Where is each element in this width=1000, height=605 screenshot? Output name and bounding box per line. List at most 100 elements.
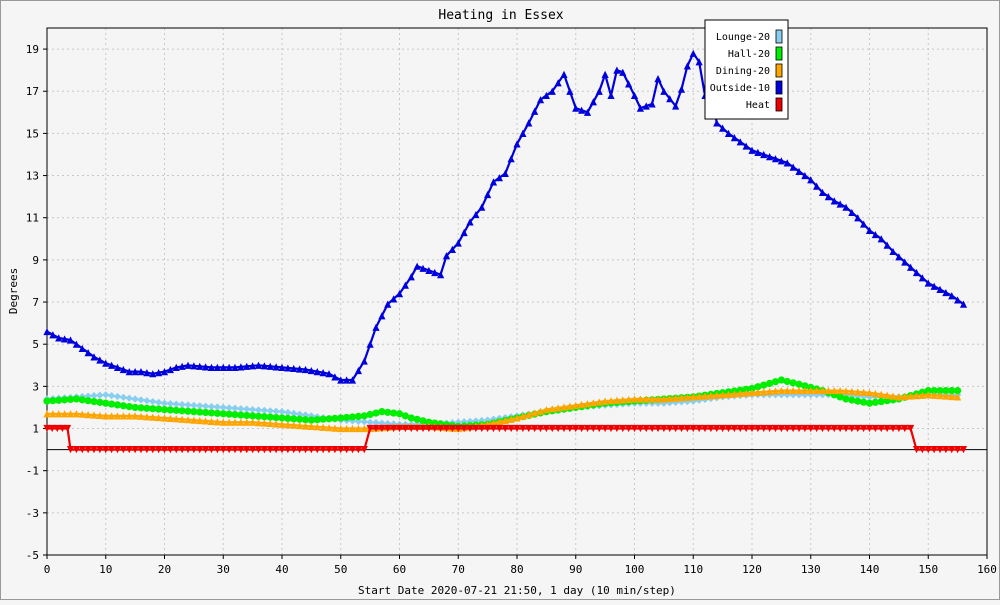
data-point-outside-10	[589, 98, 597, 106]
data-point-heat	[848, 424, 856, 433]
data-point-outside-10	[425, 266, 433, 275]
data-point-outside-10	[160, 368, 169, 376]
data-point-lounge-20	[695, 396, 703, 404]
data-point-heat	[454, 424, 462, 433]
data-point-dining-20	[554, 404, 562, 412]
data-point-lounge-20	[90, 392, 98, 400]
data-point-outside-10	[337, 376, 345, 384]
y-tick-label: -3	[26, 507, 39, 520]
data-point-lounge-20	[231, 404, 239, 412]
data-point-hall-20	[766, 379, 774, 388]
data-point-dining-20	[589, 399, 597, 407]
data-point-outside-10	[431, 268, 439, 277]
data-point-dining-20	[284, 421, 292, 429]
data-point-hall-20	[401, 412, 409, 420]
data-point-outside-10	[301, 365, 310, 374]
data-point-lounge-20	[243, 405, 251, 413]
data-point-heat	[777, 424, 785, 433]
y-tick-label: 11	[26, 212, 39, 225]
data-point-heat	[930, 446, 938, 454]
data-point-hall-20	[49, 397, 57, 405]
data-point-heat	[578, 424, 586, 433]
data-point-dining-20	[907, 392, 915, 400]
data-point-hall-20	[760, 381, 768, 389]
data-point-lounge-20	[865, 393, 874, 401]
data-point-heat	[719, 424, 727, 433]
data-point-dining-20	[348, 424, 357, 433]
data-point-heat	[231, 446, 239, 454]
y-tick-label: -5	[26, 549, 39, 562]
data-point-hall-20	[55, 396, 63, 404]
data-point-dining-20	[683, 393, 691, 401]
data-point-hall-20	[836, 393, 844, 401]
data-point-outside-10	[125, 368, 133, 376]
data-point-hall-20	[61, 396, 69, 404]
data-point-dining-20	[172, 415, 180, 423]
data-point-dining-20	[730, 390, 738, 398]
data-point-outside-10	[848, 208, 856, 217]
data-point-hall-20	[842, 395, 850, 403]
data-point-dining-20	[96, 411, 104, 420]
data-point-lounge-20	[249, 405, 257, 414]
data-point-outside-10	[155, 369, 163, 377]
data-point-outside-10	[813, 182, 821, 190]
data-point-dining-20	[672, 394, 680, 402]
data-point-outside-10	[207, 363, 216, 371]
y-tick-label: 5	[32, 338, 39, 351]
data-point-outside-10	[331, 373, 339, 381]
data-point-hall-20	[924, 386, 932, 395]
data-point-dining-20	[613, 396, 621, 404]
data-point-outside-10	[642, 102, 650, 110]
data-point-dining-20	[225, 418, 233, 426]
data-point-outside-10	[131, 368, 139, 376]
data-point-outside-10	[149, 370, 157, 378]
data-point-hall-20	[296, 415, 304, 423]
series-line-outside-10	[46, 52, 965, 382]
data-point-heat	[889, 424, 897, 433]
data-point-dining-20	[748, 389, 756, 397]
data-point-dining-20	[630, 395, 639, 403]
data-point-heat	[636, 424, 644, 433]
data-point-dining-20	[766, 387, 774, 396]
data-point-hall-20	[343, 413, 351, 422]
data-point-dining-20	[572, 401, 580, 409]
data-point-outside-10	[783, 159, 791, 167]
data-point-hall-20	[390, 409, 398, 417]
data-point-lounge-20	[290, 409, 298, 417]
data-point-outside-10	[313, 368, 321, 376]
x-tick-label: 0	[44, 563, 51, 576]
data-point-dining-20	[178, 415, 186, 423]
data-point-heat	[278, 446, 286, 454]
data-point-outside-10	[636, 104, 644, 112]
data-point-hall-20	[113, 401, 122, 409]
data-point-dining-20	[536, 407, 545, 415]
data-point-heat	[860, 424, 868, 433]
data-point-dining-20	[354, 424, 362, 433]
data-point-heat	[783, 424, 791, 433]
data-point-outside-10	[583, 108, 592, 116]
data-point-dining-20	[824, 386, 832, 395]
data-point-dining-20	[648, 395, 656, 403]
data-point-heat	[202, 446, 210, 454]
data-point-hall-20	[883, 397, 891, 405]
data-point-dining-20	[542, 405, 550, 414]
data-point-hall-20	[272, 413, 280, 422]
data-point-outside-10	[354, 366, 362, 375]
legend: Lounge-20 Hall-20 Dining-20 Outside-10 Heat	[704, 19, 789, 120]
series-outside-10	[43, 49, 968, 384]
data-point-outside-10	[219, 363, 227, 371]
data-point-heat	[272, 446, 280, 454]
data-point-heat	[630, 424, 639, 433]
data-point-outside-10	[766, 152, 774, 161]
data-point-heat	[442, 424, 451, 433]
data-point-heat	[625, 424, 633, 433]
data-point-outside-10	[554, 79, 562, 87]
data-point-dining-20	[254, 419, 263, 427]
data-point-outside-10	[836, 200, 844, 208]
data-point-outside-10	[448, 245, 456, 253]
x-tick-label: 50	[334, 563, 347, 576]
data-point-lounge-20	[260, 406, 268, 414]
data-point-heat	[642, 424, 650, 433]
data-point-heat	[296, 446, 304, 454]
data-point-heat	[219, 446, 227, 454]
